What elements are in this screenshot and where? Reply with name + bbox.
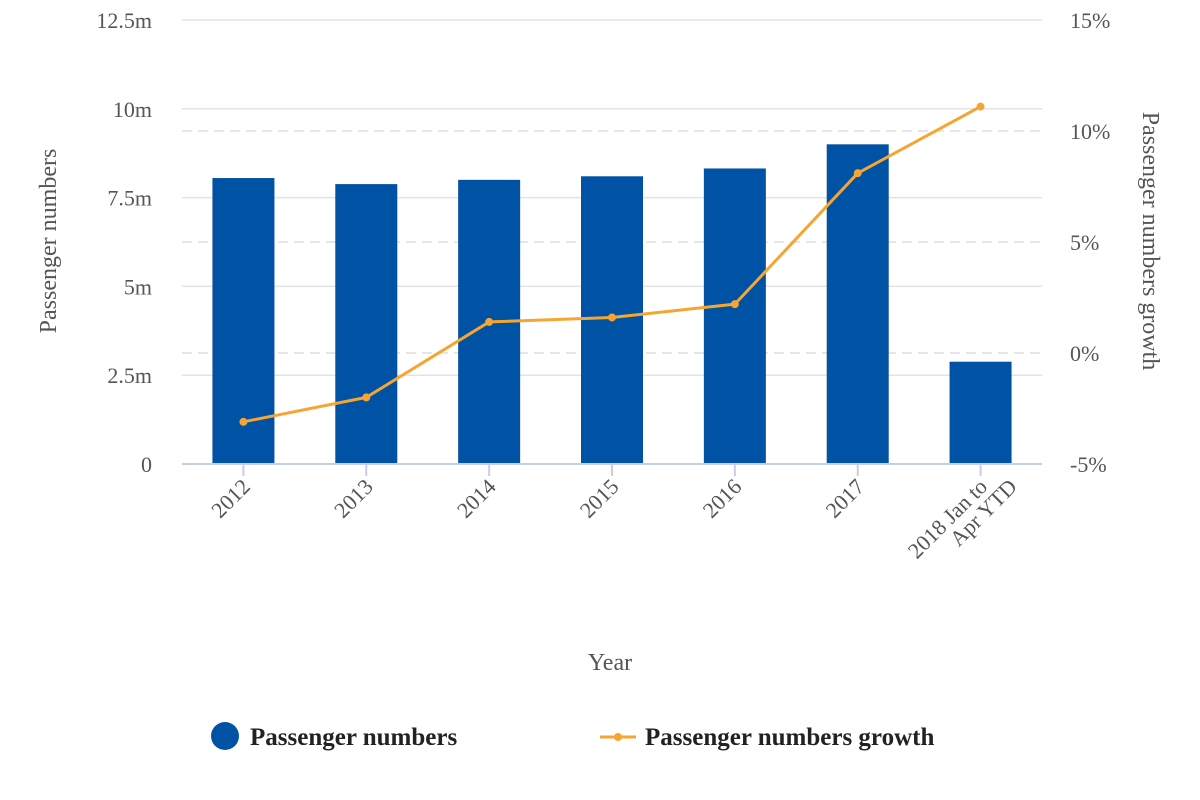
x-tick-label: 2015: [575, 474, 624, 523]
legend: Passenger numbers Passenger numbers grow…: [211, 722, 934, 751]
y2-tick-label: 15%: [1070, 8, 1110, 33]
growth-point[interactable]: [853, 169, 862, 178]
bar-series: [212, 144, 1012, 464]
y-tick-label: 12.5m: [96, 8, 152, 33]
legend-swatch-growth-marker: [614, 733, 622, 741]
y-tick-label: 5m: [124, 274, 152, 299]
y2-tick-label: 10%: [1070, 119, 1110, 144]
y-tick-label: 2.5m: [107, 363, 152, 388]
bar[interactable]: [335, 184, 398, 464]
growth-line-series: [239, 102, 985, 426]
y-axis-title: Passenger numbers: [36, 149, 62, 334]
legend-label-passenger-numbers[interactable]: Passenger numbers: [250, 724, 457, 751]
x-tick-label: 2016: [698, 474, 747, 523]
y-tick-label: 7.5m: [107, 186, 152, 211]
growth-point[interactable]: [239, 417, 248, 426]
x-tick-label: 2012: [206, 474, 255, 523]
growth-point[interactable]: [608, 313, 616, 322]
growth-point[interactable]: [362, 393, 371, 402]
growth-point[interactable]: [976, 102, 985, 111]
y2-tick-label: -5%: [1070, 452, 1107, 477]
legend-label-growth[interactable]: Passenger numbers growth: [645, 724, 934, 751]
axes: [182, 463, 1042, 476]
x-tick-label: 2013: [329, 474, 378, 523]
growth-point[interactable]: [485, 317, 494, 326]
x-tick-label: 2018 Jan toApr YTD: [903, 459, 1022, 578]
x-tick-label: 2014: [452, 474, 501, 523]
x-axis-title: Year: [588, 650, 632, 676]
growth-point[interactable]: [730, 300, 739, 309]
y-tick-label: 0: [141, 452, 152, 477]
y2-axis-title: Passenger numbers growth: [1137, 112, 1163, 371]
x-tick-label: 2017: [820, 474, 869, 523]
y2-tick-label: 5%: [1070, 230, 1099, 255]
bar[interactable]: [826, 144, 889, 464]
legend-swatch-passenger-numbers[interactable]: [211, 722, 239, 750]
bar[interactable]: [949, 361, 1012, 464]
y2-tick-label: 0%: [1070, 341, 1099, 366]
y-tick-label: 10m: [113, 97, 152, 122]
bar[interactable]: [703, 168, 766, 464]
